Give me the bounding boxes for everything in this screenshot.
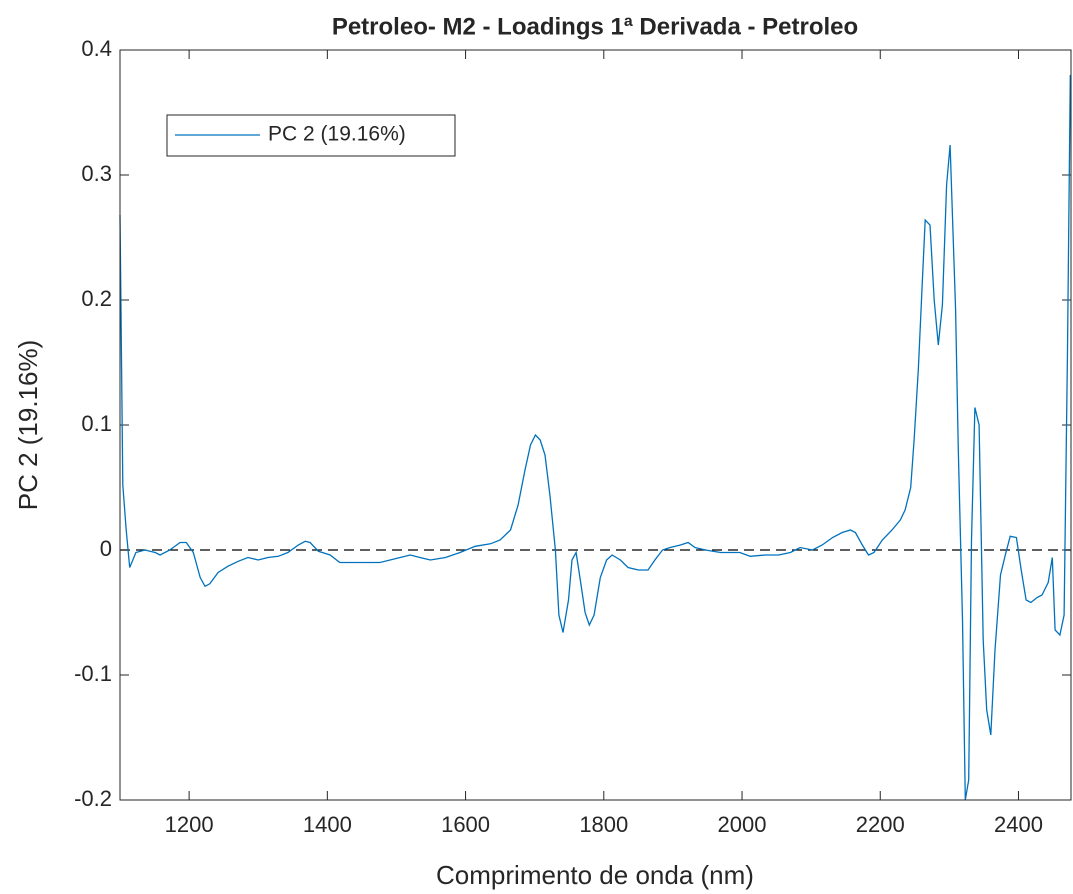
plot-frame (119, 49, 1072, 801)
x-tick-label: 1400 (303, 812, 352, 837)
y-tick-label: -0.2 (74, 786, 112, 811)
x-tick-label: 1600 (441, 812, 490, 837)
y-tick-label: 0.4 (81, 36, 112, 61)
x-axis-label: Comprimento de onda (nm) (436, 860, 754, 890)
x-tick-label: 1800 (579, 812, 628, 837)
y-tick-label: 0.1 (81, 411, 112, 436)
x-tick-label: 2400 (994, 812, 1043, 837)
data-line (119, 74, 1071, 801)
x-tick-label: 1200 (165, 812, 214, 837)
legend-label: PC 2 (19.16%) (268, 123, 406, 146)
x-tick-label: 2200 (856, 812, 905, 837)
chart-title: Petroleo- M2 - Loadings 1ª Derivada - Pe… (332, 13, 858, 40)
y-tick-label: -0.1 (74, 661, 112, 686)
plot-area (120, 50, 1071, 800)
y-axis-label: PC 2 (19.16%) (13, 340, 43, 511)
y-tick-label: 0.3 (81, 161, 112, 186)
y-tick-label: 0.2 (81, 286, 112, 311)
x-tick-label: 2000 (718, 812, 767, 837)
y-tick-label: 0 (100, 536, 112, 561)
